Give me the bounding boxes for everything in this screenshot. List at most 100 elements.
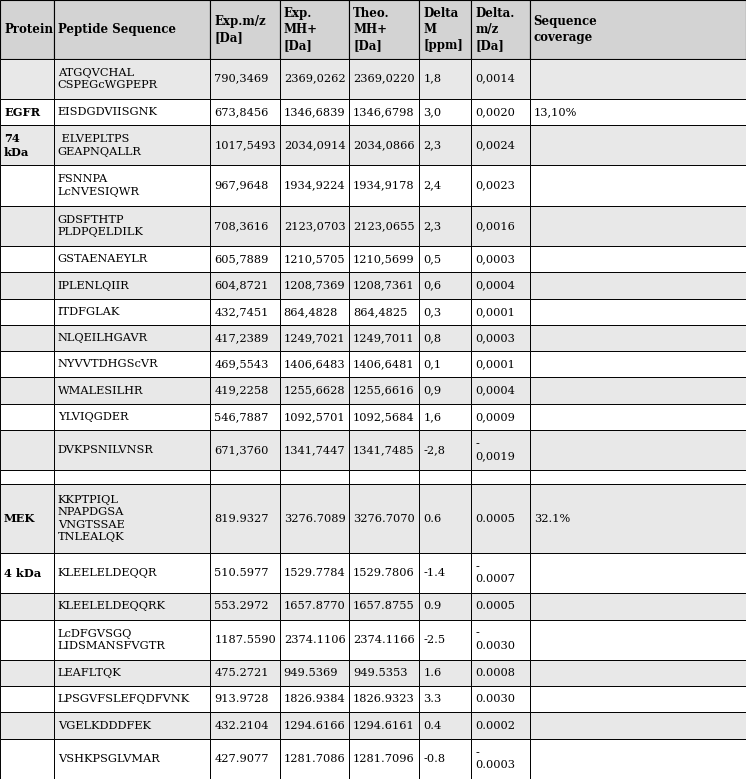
Bar bbox=[530, 125, 746, 165]
Bar bbox=[54, 430, 210, 471]
Text: 1826.9384: 1826.9384 bbox=[283, 694, 345, 704]
Bar bbox=[210, 165, 280, 206]
Bar bbox=[210, 686, 280, 713]
Text: 1092,5701: 1092,5701 bbox=[283, 412, 345, 421]
Text: 1934,9178: 1934,9178 bbox=[353, 181, 415, 191]
Text: VSHKPSGLVMAR: VSHKPSGLVMAR bbox=[57, 754, 160, 764]
Bar bbox=[210, 0, 280, 58]
Bar bbox=[54, 619, 210, 660]
Text: ITDFGLAK: ITDFGLAK bbox=[57, 307, 120, 317]
Bar bbox=[530, 594, 746, 619]
Text: IPLENLQIIR: IPLENLQIIR bbox=[57, 280, 130, 291]
Bar bbox=[471, 553, 530, 594]
Bar bbox=[349, 660, 419, 686]
Bar bbox=[0, 351, 54, 377]
Text: NLQEILHGAVR: NLQEILHGAVR bbox=[57, 333, 148, 343]
Text: 1,8: 1,8 bbox=[423, 74, 442, 83]
Text: 0,0014: 0,0014 bbox=[475, 74, 515, 83]
Bar bbox=[280, 298, 349, 325]
Text: Peptide Sequence: Peptide Sequence bbox=[57, 23, 176, 36]
Bar bbox=[0, 298, 54, 325]
Bar bbox=[54, 125, 210, 165]
Text: 0,0023: 0,0023 bbox=[475, 181, 515, 191]
Text: 0,3: 0,3 bbox=[423, 307, 442, 317]
Text: 2369,0262: 2369,0262 bbox=[283, 74, 345, 83]
Text: 1092,5684: 1092,5684 bbox=[353, 412, 415, 421]
Bar bbox=[280, 377, 349, 404]
Bar bbox=[419, 660, 471, 686]
Text: GDSFTHTP
PLDPQELDILK: GDSFTHTP PLDPQELDILK bbox=[57, 215, 143, 238]
Text: 1,6: 1,6 bbox=[423, 412, 442, 421]
Text: 432.2104: 432.2104 bbox=[214, 721, 269, 731]
Text: 0,0016: 0,0016 bbox=[475, 221, 515, 231]
Bar bbox=[210, 594, 280, 619]
Bar bbox=[530, 471, 746, 485]
Text: 0,0024: 0,0024 bbox=[475, 140, 515, 150]
Text: KLEELELDEQQR: KLEELELDEQQR bbox=[57, 568, 157, 578]
Bar bbox=[530, 553, 746, 594]
Bar bbox=[471, 298, 530, 325]
Bar bbox=[54, 377, 210, 404]
Text: -0.8: -0.8 bbox=[423, 754, 445, 764]
Bar bbox=[210, 99, 280, 125]
Bar bbox=[280, 738, 349, 779]
Bar bbox=[54, 298, 210, 325]
Bar bbox=[471, 325, 530, 351]
Bar bbox=[419, 377, 471, 404]
Text: Delta.
m/z
[Da]: Delta. m/z [Da] bbox=[475, 7, 515, 51]
Bar bbox=[349, 377, 419, 404]
Bar bbox=[280, 619, 349, 660]
Bar bbox=[210, 125, 280, 165]
Bar bbox=[349, 738, 419, 779]
Text: 553.2972: 553.2972 bbox=[214, 601, 269, 612]
Text: Exp.m/z
[Da]: Exp.m/z [Da] bbox=[214, 15, 266, 44]
Text: 1406,6481: 1406,6481 bbox=[353, 359, 415, 369]
Text: GSTAENAEYLR: GSTAENAEYLR bbox=[57, 254, 148, 264]
Bar bbox=[280, 246, 349, 273]
Text: ATGQVCHAL
CSPEGcWGPEPR: ATGQVCHAL CSPEGcWGPEPR bbox=[57, 68, 158, 90]
Text: 546,7887: 546,7887 bbox=[214, 412, 269, 421]
Text: FSNNPA
LcNVESIQWR: FSNNPA LcNVESIQWR bbox=[57, 174, 140, 197]
Bar bbox=[54, 206, 210, 246]
Bar bbox=[0, 594, 54, 619]
Bar bbox=[210, 430, 280, 471]
Bar bbox=[471, 99, 530, 125]
Text: 671,3760: 671,3760 bbox=[214, 445, 269, 455]
Bar bbox=[349, 351, 419, 377]
Bar bbox=[419, 430, 471, 471]
Bar bbox=[54, 594, 210, 619]
Bar bbox=[530, 404, 746, 430]
Bar bbox=[349, 619, 419, 660]
Bar bbox=[530, 430, 746, 471]
Bar bbox=[280, 485, 349, 553]
Text: 0,0003: 0,0003 bbox=[475, 333, 515, 343]
Bar bbox=[530, 58, 746, 99]
Bar bbox=[471, 246, 530, 273]
Bar bbox=[280, 0, 349, 58]
Text: 1210,5699: 1210,5699 bbox=[353, 254, 415, 264]
Bar bbox=[54, 99, 210, 125]
Text: 1294.6166: 1294.6166 bbox=[283, 721, 345, 731]
Text: WMALESILHR: WMALESILHR bbox=[57, 386, 143, 396]
Bar bbox=[419, 619, 471, 660]
Text: MEK: MEK bbox=[4, 513, 35, 524]
Bar bbox=[419, 738, 471, 779]
Text: 3276.7089: 3276.7089 bbox=[283, 513, 345, 523]
Bar bbox=[471, 125, 530, 165]
Bar bbox=[0, 404, 54, 430]
Text: EGFR: EGFR bbox=[4, 107, 40, 118]
Bar bbox=[419, 594, 471, 619]
Bar bbox=[349, 325, 419, 351]
Text: 673,8456: 673,8456 bbox=[214, 107, 269, 117]
Bar bbox=[54, 738, 210, 779]
Bar bbox=[0, 485, 54, 553]
Bar bbox=[280, 713, 349, 738]
Text: 605,7889: 605,7889 bbox=[214, 254, 269, 264]
Text: 1826.9323: 1826.9323 bbox=[353, 694, 415, 704]
Text: 1529.7806: 1529.7806 bbox=[353, 568, 415, 578]
Text: 2,4: 2,4 bbox=[423, 181, 442, 191]
Text: 790,3469: 790,3469 bbox=[214, 74, 269, 83]
Text: 604,8721: 604,8721 bbox=[214, 280, 269, 291]
Text: -2.5: -2.5 bbox=[423, 635, 445, 645]
Text: EISDGDVIISGNK: EISDGDVIISGNK bbox=[57, 107, 157, 117]
